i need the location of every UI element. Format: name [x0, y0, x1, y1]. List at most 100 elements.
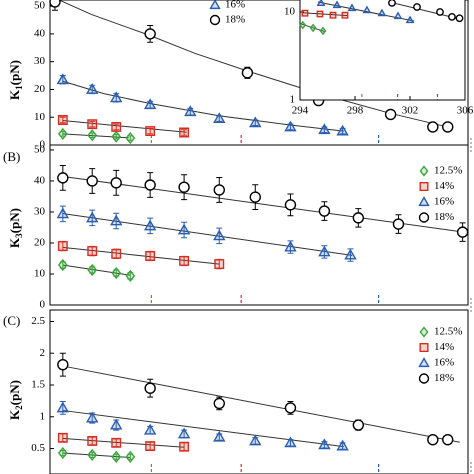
data-point	[319, 26, 327, 36]
data-point	[86, 211, 99, 223]
data-point	[144, 179, 156, 191]
data-point	[57, 241, 68, 252]
data-point	[341, 11, 349, 19]
data-point	[56, 207, 70, 219]
data-point	[87, 129, 98, 142]
plot-frame	[49, 309, 469, 474]
y-axis-label: K3(pN)	[7, 208, 24, 248]
legend-label: 12.5%	[434, 165, 462, 177]
legend-label: 16%	[434, 357, 454, 369]
error-bar	[181, 129, 188, 136]
y-axis-unit: (pN)	[7, 380, 22, 405]
data-point	[57, 115, 68, 125]
data-point	[86, 175, 98, 187]
data-point	[57, 258, 68, 272]
legend-label: 14%	[434, 180, 454, 192]
legend-label: 16%	[434, 196, 454, 208]
data-point	[213, 229, 226, 241]
data-point	[57, 172, 69, 184]
data-point	[344, 248, 357, 260]
data-point	[318, 438, 331, 450]
data-point	[318, 205, 331, 217]
fit-line	[62, 409, 344, 448]
data-point	[57, 359, 69, 371]
data-point	[318, 123, 331, 135]
data-point	[184, 105, 197, 117]
y-axis-subscript: 1	[14, 85, 24, 90]
data-point	[347, 3, 357, 12]
data-point	[110, 418, 123, 430]
data-point	[284, 199, 297, 211]
y-axis-subscript: 2	[14, 405, 24, 410]
data-point	[284, 120, 297, 132]
legend-label: 18%	[225, 14, 245, 26]
data-point	[393, 11, 403, 20]
panel-label: (B)	[3, 149, 20, 164]
panel-label: (C)	[3, 313, 20, 328]
fit-line	[62, 246, 220, 265]
fit-line	[62, 120, 187, 133]
data-point	[143, 219, 157, 231]
y-tick-label: 2.5	[31, 315, 45, 327]
data-point	[87, 448, 98, 462]
data-point	[336, 124, 349, 136]
y-axis-symbol: K	[7, 89, 22, 100]
data-point	[455, 14, 464, 23]
data-point	[442, 434, 454, 446]
y-axis-unit: (pN)	[7, 60, 22, 85]
legend-label: 18%	[434, 211, 454, 223]
data-point	[448, 13, 456, 21]
data-point	[87, 119, 98, 130]
y-axis-unit: (pN)	[7, 208, 22, 233]
error-bar	[147, 127, 154, 135]
error-bar	[89, 120, 96, 128]
error-bar	[113, 123, 120, 131]
data-point	[249, 434, 262, 446]
legend-marker	[419, 326, 429, 338]
data-point	[110, 214, 123, 226]
data-point	[87, 246, 98, 256]
data-point	[56, 73, 70, 85]
data-point	[125, 450, 136, 463]
x-tick-label: 298	[347, 105, 364, 117]
data-point	[145, 126, 156, 137]
data-point	[301, 9, 309, 17]
legend-marker	[418, 373, 430, 384]
data-point	[214, 259, 225, 270]
y-tick-label: 1.5	[31, 379, 45, 391]
fit-line	[62, 365, 460, 443]
data-point	[87, 263, 98, 277]
data-point	[384, 108, 397, 121]
data-point	[179, 441, 190, 452]
data-point	[179, 256, 190, 266]
legend-marker	[419, 342, 429, 353]
y-tick-label: 10	[34, 111, 46, 123]
y-tick-label: 20	[34, 83, 46, 95]
data-point	[456, 226, 469, 238]
y-axis-symbol: K	[7, 409, 22, 420]
data-point	[405, 15, 415, 24]
data-point	[143, 423, 157, 435]
data-point	[111, 130, 122, 143]
fit-line	[302, 12, 349, 17]
error-bar	[59, 116, 66, 124]
y-tick-label: 0.5	[31, 442, 45, 454]
data-point	[362, 5, 372, 14]
y-axis-label: K2(pN)	[7, 380, 24, 420]
y-tick-label: 30	[34, 55, 46, 67]
legend-marker	[209, 14, 221, 26]
fit-line	[57, 0, 448, 128]
inset-frame	[299, 0, 466, 101]
data-point	[329, 11, 337, 19]
data-point	[110, 177, 122, 189]
data-point	[213, 397, 225, 410]
data-point	[57, 127, 68, 141]
x-tick-label: 306	[457, 105, 474, 117]
data-point	[427, 121, 439, 133]
data-point	[241, 67, 254, 79]
data-point	[442, 121, 454, 133]
y-tick-label: 10	[34, 268, 46, 280]
data-point	[56, 401, 70, 413]
fit-line	[62, 213, 353, 256]
y-tick-label: 1	[40, 410, 46, 422]
